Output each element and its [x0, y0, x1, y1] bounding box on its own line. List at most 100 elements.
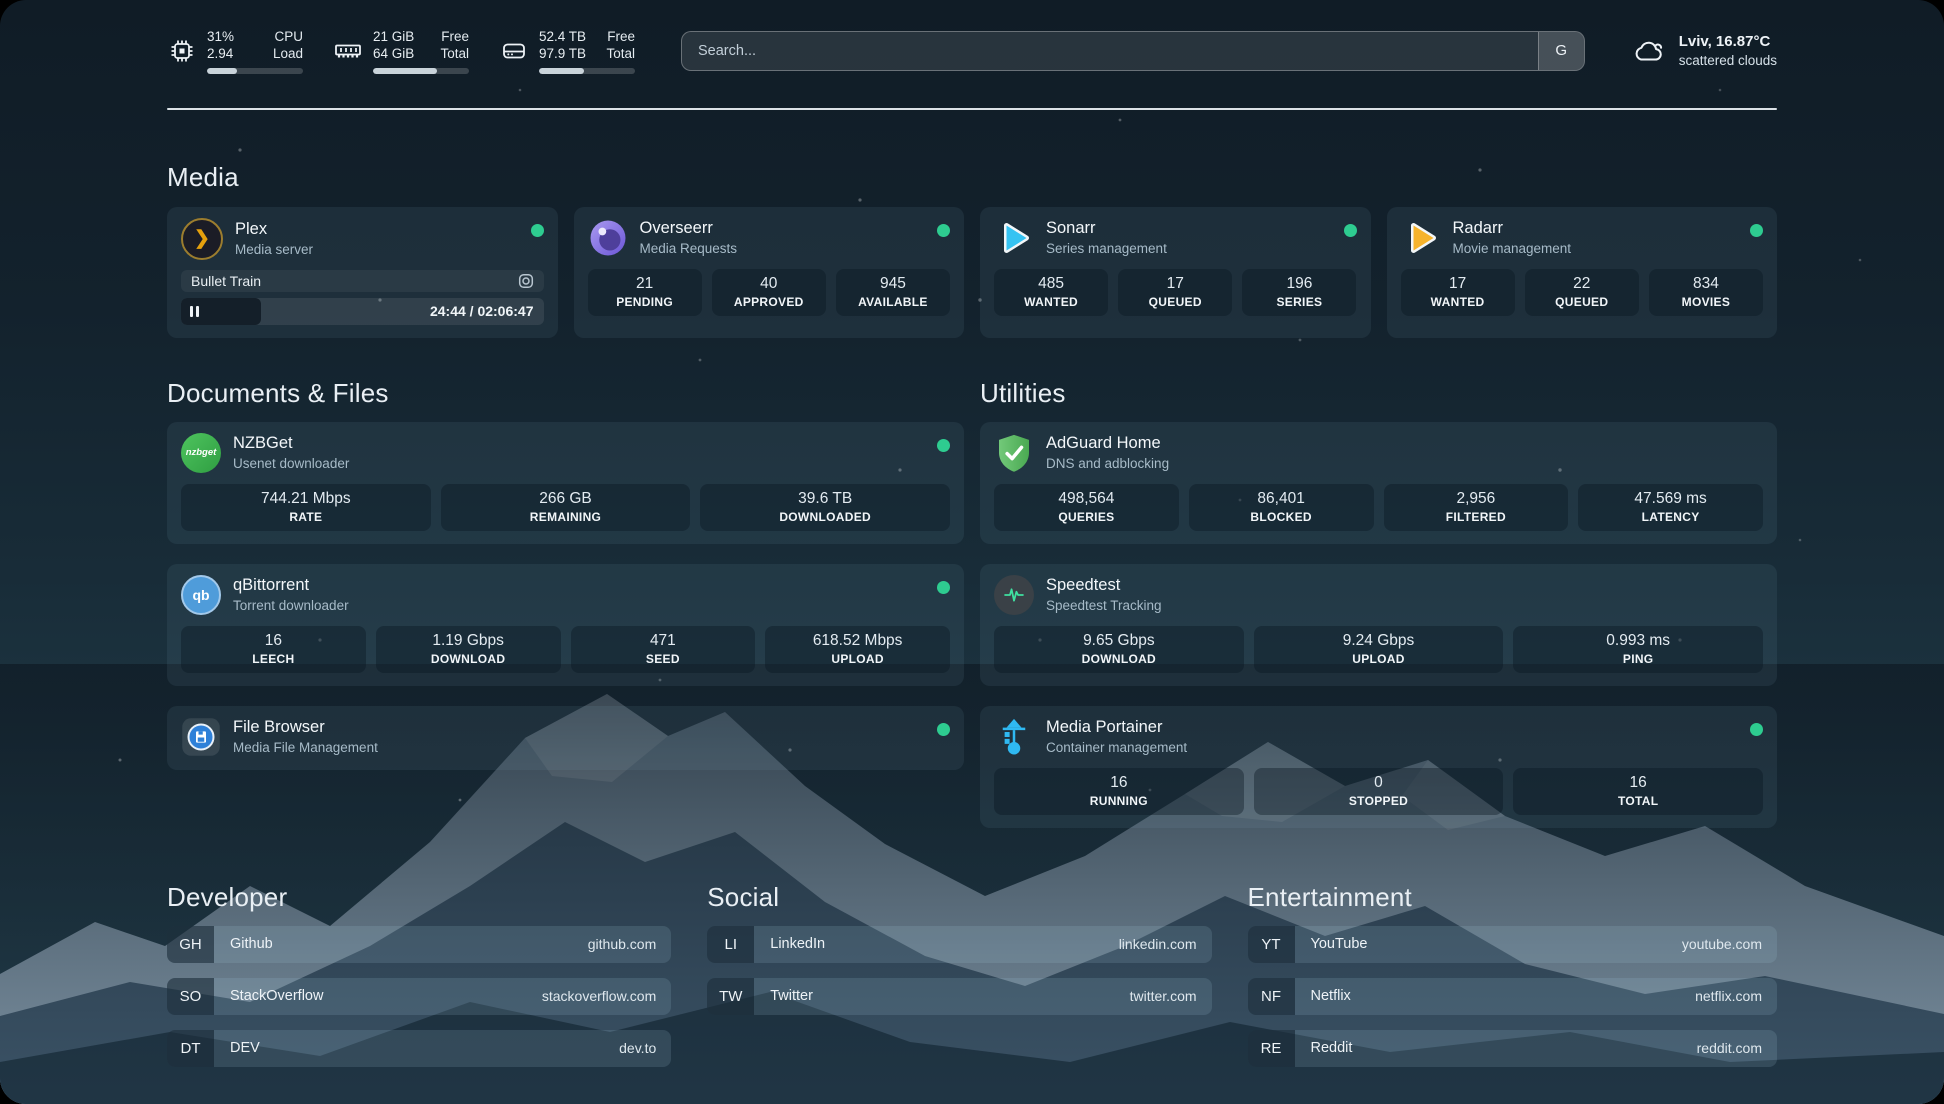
bookmark-dev[interactable]: DT DEV dev.to: [167, 1029, 672, 1067]
service-card-radarr[interactable]: Radarr Movie management 17 WANTED 22 QUE…: [1386, 206, 1777, 338]
status-dot: [1343, 223, 1357, 237]
pause-icon[interactable]: [190, 305, 199, 317]
bookmark-abbr: DT: [167, 1029, 214, 1067]
bookmark-abbr: TW: [707, 977, 755, 1015]
bookmark-twitter[interactable]: TW Twitter twitter.com: [707, 977, 1212, 1015]
mountain-background-image: [0, 664, 1944, 1104]
weather-widget: Lviv, 16.87°C scattered clouds: [1631, 32, 1777, 69]
service-subtitle: Movie management: [1452, 240, 1572, 256]
status-dot: [937, 223, 950, 237]
service-card-nzbget[interactable]: nzbget NZBGet Usenet downloader 744.21 M…: [167, 421, 964, 544]
stat-downloaded: 39.6 TB DOWNLOADED: [700, 483, 950, 531]
section-title-utilities: Utilities: [980, 377, 1066, 408]
bookmark-abbr: GH: [167, 925, 214, 963]
bookmark-url: twitter.com: [1129, 988, 1197, 1005]
stat-ping: 0.993 ms PING: [1513, 625, 1763, 673]
bookmark-abbr: LI: [707, 925, 755, 963]
bookmark-github[interactable]: GH Github github.com: [167, 925, 672, 963]
bookmark-abbr: NF: [1247, 977, 1295, 1015]
bookmark-name: DEV: [230, 1040, 260, 1057]
overseerr-icon: [588, 218, 628, 258]
section-title-developer: Developer: [167, 881, 288, 912]
weather-condition: scattered clouds: [1678, 52, 1777, 68]
service-subtitle: Media Requests: [639, 240, 738, 256]
speedtest-icon: [994, 574, 1034, 615]
stat-blocked: 86,401 BLOCKED: [1188, 483, 1374, 531]
bookmark-linkedin[interactable]: LI LinkedIn linkedin.com: [707, 925, 1212, 963]
service-card-overseerr[interactable]: Overseerr Media Requests 21 PENDING 40 A…: [573, 206, 964, 338]
bookmark-reddit[interactable]: RE Reddit reddit.com: [1247, 1029, 1777, 1067]
stat-available: 945 AVAILABLE: [835, 268, 950, 316]
service-name: Overseerr: [639, 218, 713, 237]
bookmark-stackoverflow[interactable]: SO StackOverflow stackoverflow.com: [167, 977, 672, 1015]
memory-icon: [333, 38, 363, 64]
stat-running: 16 RUNNING: [994, 767, 1244, 815]
resource-widgets: 31% 2.94 CPU Load: [167, 28, 635, 74]
stat-total: 16 TOTAL: [1513, 767, 1763, 815]
bookmark-abbr: RE: [1247, 1029, 1295, 1067]
bookmark-url: linkedin.com: [1118, 936, 1197, 953]
memory-progress-bar: [373, 67, 469, 74]
service-name: Plex: [235, 219, 268, 238]
sonarr-icon: [994, 218, 1034, 258]
topbar-divider: [167, 107, 1777, 110]
service-subtitle: Usenet downloader: [233, 455, 350, 471]
weather-location-temp: Lviv, 16.87°C: [1678, 33, 1771, 51]
bookmark-group-social: Social LI LinkedIn linkedin.com TW Twitt…: [707, 881, 1212, 1067]
stat-rate: 744.21 Mbps RATE: [181, 483, 431, 531]
service-card-adguard[interactable]: AdGuard Home DNS and adblocking 498,564 …: [980, 421, 1777, 544]
stat-upload: 618.52 Mbps UPLOAD: [765, 625, 950, 673]
documents-column: Documents & Files nzbget NZBGet Usenet d…: [167, 378, 964, 770]
disk-icon: [499, 38, 529, 64]
bookmark-url: dev.to: [619, 1040, 657, 1057]
service-card-filebrowser[interactable]: File Browser Media File Management: [167, 705, 964, 770]
filebrowser-icon: [181, 717, 221, 757]
stat-series: 196 SERIES: [1242, 268, 1357, 316]
status-dot: [937, 722, 950, 736]
stat-approved: 40 APPROVED: [711, 268, 826, 316]
stat-queries: 498,564 QUERIES: [994, 483, 1179, 531]
service-name: File Browser: [233, 717, 325, 736]
bookmark-netflix[interactable]: NF Netflix netflix.com: [1247, 977, 1777, 1015]
service-card-sonarr[interactable]: Sonarr Series management 485 WANTED 17 Q…: [980, 206, 1371, 338]
bookmark-group-entertainment: Entertainment YT YouTube youtube.com NF …: [1247, 882, 1777, 1067]
bookmark-url: stackoverflow.com: [541, 988, 657, 1005]
stat-queued: 22 QUEUED: [1524, 268, 1639, 316]
bookmark-url: netflix.com: [1695, 988, 1762, 1005]
stat-latency: 47.569 ms LATENCY: [1578, 483, 1763, 531]
bookmark-youtube[interactable]: YT YouTube youtube.com: [1247, 925, 1777, 963]
stat-wanted: 485 WANTED: [994, 268, 1109, 316]
stat-leech: 16 LEECH: [181, 625, 366, 673]
stat-pending: 21 PENDING: [587, 268, 702, 316]
section-title-social: Social: [707, 881, 780, 912]
service-subtitle: Torrent downloader: [233, 597, 349, 613]
bookmark-group-developer: Developer GH Github github.com SO StackO…: [167, 881, 672, 1067]
stat-wanted: 17 WANTED: [1400, 268, 1515, 316]
stat-queued: 17 QUEUED: [1118, 268, 1233, 316]
search-provider-button[interactable]: G: [1537, 31, 1584, 70]
service-card-speedtest[interactable]: Speedtest Speedtest Tracking 9.65 Gbps D…: [980, 563, 1777, 686]
service-name: Radarr: [1452, 218, 1503, 237]
service-name: Sonarr: [1046, 218, 1096, 237]
search-input[interactable]: [682, 31, 1538, 70]
service-subtitle: DNS and adblocking: [1046, 455, 1170, 471]
media-cards-row: ❯ Plex Media server Bullet Train: [167, 206, 1777, 338]
bookmark-name: LinkedIn: [770, 936, 826, 953]
stat-download: 9.65 Gbps DOWNLOAD: [994, 625, 1244, 673]
service-card-plex[interactable]: ❯ Plex Media server Bullet Train: [167, 206, 558, 338]
service-card-qbittorrent[interactable]: qb qBittorrent Torrent downloader 16 LEE…: [167, 563, 964, 686]
cpu-widget: 31% 2.94 CPU Load: [167, 28, 303, 74]
bookmark-url: reddit.com: [1696, 1040, 1762, 1057]
status-dot: [937, 580, 950, 594]
bookmark-name: Twitter: [770, 988, 813, 1005]
service-card-portainer[interactable]: Media Portainer Container management 16 …: [980, 705, 1777, 828]
adguard-icon: [994, 433, 1034, 473]
cpu-icon: [167, 38, 197, 64]
bookmark-name: StackOverflow: [230, 988, 324, 1005]
stat-remaining: 266 GB REMAINING: [440, 483, 691, 531]
memory-values: 21 GiB 64 GiB: [373, 29, 415, 62]
service-name: AdGuard Home: [1046, 433, 1161, 452]
stat-filtered: 2,956 FILTERED: [1383, 483, 1569, 531]
search-bar[interactable]: G: [681, 30, 1585, 71]
service-subtitle: Series management: [1046, 240, 1167, 256]
